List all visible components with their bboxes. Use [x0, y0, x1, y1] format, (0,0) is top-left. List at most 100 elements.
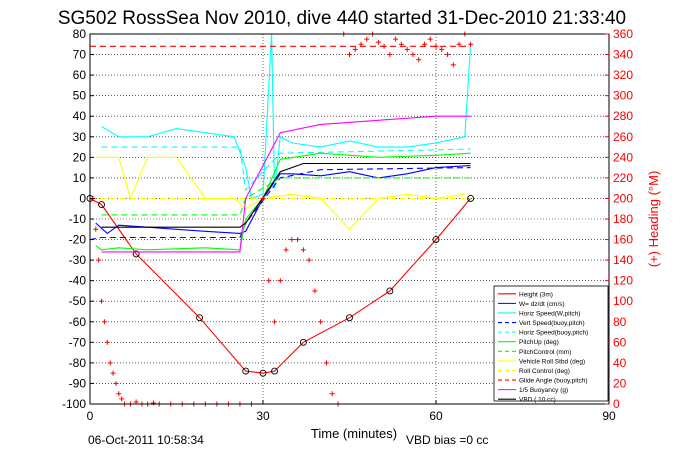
y-right-tick-label: 140: [613, 253, 633, 267]
y-tick-label: -50: [69, 294, 87, 308]
heading-point: [347, 52, 352, 58]
heading-point: [375, 39, 381, 45]
heading-point: [329, 391, 335, 397]
heading-point: [272, 319, 278, 325]
height-marker: [259, 369, 267, 377]
y-right-tick-label: 200: [613, 191, 633, 205]
heading-point: [306, 257, 312, 263]
x-tick-label: 90: [602, 409, 616, 423]
height-marker: [98, 201, 105, 209]
heading-point: [410, 52, 416, 58]
heading-point: [433, 43, 439, 49]
heading-point: [104, 339, 110, 345]
heading-point: [364, 36, 370, 42]
height-marker: [242, 367, 250, 375]
y-right-tick-label: 80: [613, 315, 627, 329]
heading-point: [300, 247, 306, 253]
heading-point: [277, 278, 283, 284]
y-tick-label: 70: [73, 48, 87, 62]
heading-point: [119, 396, 125, 402]
y-right-tick-label: 280: [613, 109, 633, 123]
y-right-tick-label: 100: [613, 294, 633, 308]
legend-label: Vert Speed(buoy,pitch): [519, 320, 585, 327]
heading-point: [387, 52, 393, 58]
heading-point: [110, 370, 116, 376]
heading-point: [427, 36, 433, 42]
y-right-tick-label: 340: [613, 48, 633, 62]
height-marker: [432, 236, 440, 244]
heading-point: [150, 400, 156, 406]
y-tick-label: 40: [73, 109, 87, 123]
y-right-tick-label: 60: [613, 335, 627, 349]
y-right-tick-label: 240: [613, 150, 633, 164]
legend-box: [493, 285, 609, 402]
x-tick-label: 30: [256, 409, 270, 423]
heading-point: [450, 62, 456, 68]
y-tick-label: 20: [73, 150, 87, 164]
x-axis: 0 30 60 90: [87, 400, 616, 423]
y-right-tick-label: 320: [613, 68, 633, 82]
series-layer: [86, 33, 475, 377]
y-tick-label: -60: [69, 315, 87, 329]
legend-label: VBD ( 10 cc): [519, 397, 556, 404]
series-line-7: [95, 156, 465, 231]
legend-label: PitchControl (mm): [519, 349, 571, 356]
height-marker: [386, 287, 394, 295]
y-tick-label: 60: [73, 68, 87, 82]
y-tick-label: -10: [69, 212, 87, 226]
legend-label: 1/5 Buoyancy (g): [519, 387, 568, 394]
x-tick-label: 60: [429, 409, 443, 423]
legend: Height (3m) W= dz/dt (cm/s) Horiz Speed(W,…: [493, 285, 609, 404]
heading-point: [393, 36, 399, 42]
heading-point: [381, 43, 387, 49]
heading-point: [101, 319, 107, 325]
legend-label: Roll Control (deg): [519, 368, 570, 375]
heading-point: [323, 360, 329, 366]
y-right-tick-label: 0: [613, 397, 620, 411]
height-marker: [271, 367, 278, 375]
y-tick-label: 50: [73, 89, 87, 103]
heading-point: [266, 278, 272, 284]
footer-vbd-bias: VBD bias =0 cc: [406, 433, 488, 447]
y-tick-label: -30: [69, 253, 87, 267]
y-tick-label: 10: [73, 171, 87, 185]
heading-point: [260, 195, 266, 201]
heading-point: [439, 46, 445, 52]
y-right-tick-label: 20: [613, 376, 627, 390]
y-tick-label: -90: [69, 376, 87, 390]
heading-point: [289, 237, 295, 243]
left-axis: 80 70 60 50 40 30 20 10 0 -10 -20 -30 -40 -50 -60 -70 -8…: [62, 27, 94, 411]
y-tick-label: 0: [79, 191, 86, 205]
series-line-2: [101, 33, 472, 200]
y-tick-label: -80: [69, 356, 87, 370]
y-right-tick-label: 300: [613, 89, 633, 103]
y-right-tick-label: 40: [613, 356, 627, 370]
heading-point: [99, 298, 105, 304]
y-tick-label: -100: [62, 397, 86, 411]
y-tick-label: -70: [69, 335, 87, 349]
x-axis-label: Time (minutes): [311, 426, 397, 441]
heading-point: [93, 226, 99, 232]
y-tick-label: 80: [73, 27, 87, 41]
heading-point: [116, 391, 122, 397]
y-right-tick-label: 120: [613, 274, 633, 288]
y-right-tick-label: 220: [613, 171, 633, 185]
heading-point: [96, 257, 102, 263]
heading-point: [445, 52, 451, 58]
series-line-10: [101, 115, 471, 253]
heading-point: [312, 288, 318, 294]
legend-label: Horiz Speed(buoy,pitch): [519, 330, 588, 337]
height-marker: [132, 250, 140, 258]
y-tick-label: -20: [69, 233, 87, 247]
heading-point: [416, 57, 422, 63]
legend-label: Height (3m): [519, 291, 553, 298]
y-tick-label: -40: [69, 274, 87, 288]
x-tick-label: 0: [87, 409, 94, 423]
heading-point: [283, 247, 289, 253]
chart-title: SG502 RossSea Nov 2010, dive 440 started…: [58, 8, 626, 29]
legend-label: Horiz Speed(W,pitch): [519, 310, 580, 317]
heading-point: [295, 237, 301, 243]
heading-point: [107, 360, 113, 366]
heading-point: [421, 41, 427, 47]
y-right-tick-label: 160: [613, 233, 633, 247]
